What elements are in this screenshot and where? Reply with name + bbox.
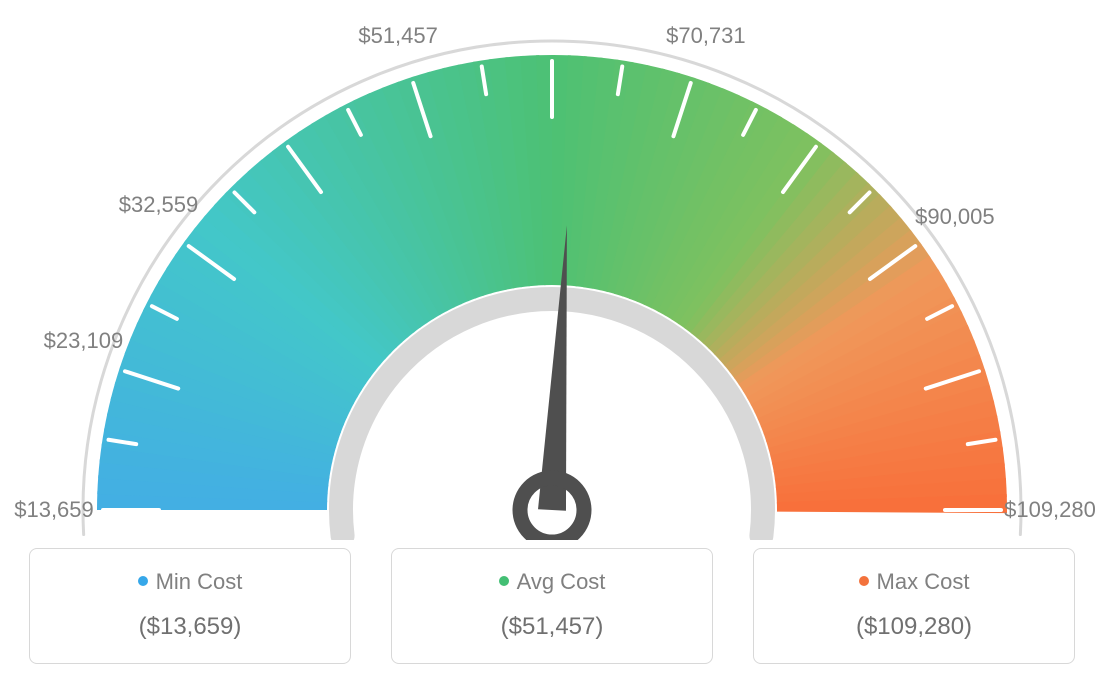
- gauge-scale-label: $109,280: [1004, 497, 1096, 523]
- legend-value-min: ($13,659): [40, 613, 340, 641]
- legend-title-avg: Avg Cost: [402, 569, 702, 595]
- legend-card-avg: Avg Cost ($51,457): [391, 548, 713, 664]
- legend-label-max: Max Cost: [877, 569, 970, 594]
- gauge-scale-label: $90,005: [915, 204, 995, 230]
- gauge-svg: [0, 0, 1104, 540]
- legend-label-min: Min Cost: [156, 569, 243, 594]
- legend-dot-avg: [499, 576, 509, 586]
- gauge-chart: $13,659 $23,109 $32,559 $51,457 $70,731 $90,0…: [0, 0, 1104, 540]
- gauge-scale-label: $23,109: [44, 328, 124, 354]
- legend-label-avg: Avg Cost: [517, 569, 606, 594]
- gauge-scale-label: $51,457: [358, 23, 438, 49]
- gauge-scale-label: $13,659: [14, 497, 94, 523]
- legend-value-max: ($109,280): [764, 613, 1064, 641]
- legend-title-min: Min Cost: [40, 569, 340, 595]
- legend-card-max: Max Cost ($109,280): [753, 548, 1075, 664]
- gauge-scale-label: $32,559: [119, 192, 199, 218]
- legend-dot-min: [138, 576, 148, 586]
- legend-row: Min Cost ($13,659) Avg Cost ($51,457) Ma…: [0, 540, 1104, 664]
- legend-title-max: Max Cost: [764, 569, 1064, 595]
- legend-dot-max: [859, 576, 869, 586]
- gauge-scale-label: $70,731: [666, 23, 746, 49]
- legend-value-avg: ($51,457): [402, 613, 702, 641]
- legend-card-min: Min Cost ($13,659): [29, 548, 351, 664]
